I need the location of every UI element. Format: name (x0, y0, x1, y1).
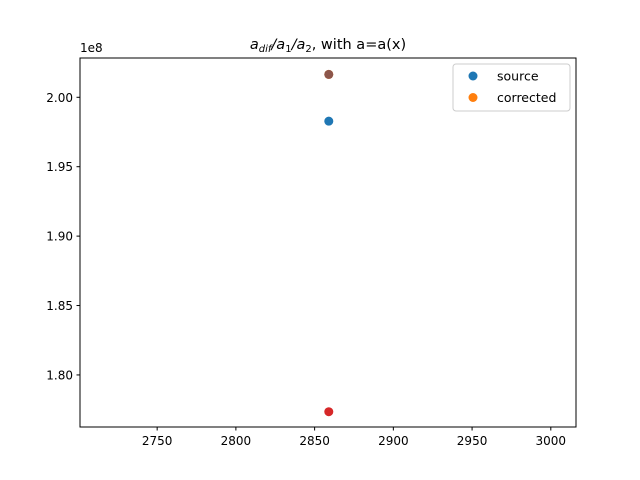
y-axis: 1.80 1.85 1.90 1.95 2.00 (46, 91, 80, 382)
x-tick-label: 2950 (457, 434, 488, 448)
legend-box (452, 63, 571, 112)
x-tick-label: 2900 (378, 434, 409, 448)
legend: source corrected (452, 63, 571, 112)
title-sub-2: 2 (305, 44, 311, 55)
title-sub-1: 1 (285, 44, 291, 55)
title-a2: /a (290, 37, 306, 53)
y-tick-label: 1.90 (46, 230, 73, 244)
title-main: a (250, 37, 259, 53)
y-tick-label: 1.80 (46, 368, 73, 382)
x-tick-label: 2800 (221, 434, 252, 448)
legend-label-corrected: corrected (497, 90, 556, 105)
data-point (324, 69, 334, 79)
x-tick-label: 3000 (536, 434, 567, 448)
y-tick-label: 1.85 (46, 299, 73, 313)
svg-text:adif/a1/a2, with a=a(x): adif/a1/a2, with a=a(x) (250, 37, 406, 55)
x-tick-label: 2750 (142, 434, 173, 448)
title-suffix: , with a=a(x) (312, 37, 406, 53)
y-tick-label: 2.00 (46, 91, 73, 105)
x-tick-label: 2850 (299, 434, 330, 448)
legend-label-source: source (497, 69, 539, 84)
y-tick-label: 1.95 (46, 160, 73, 174)
legend-marker-corrected (468, 93, 478, 102)
data-point (324, 407, 334, 417)
chart-title: adif/a1/a2, with a=a(x) (250, 37, 406, 55)
plot-area (79, 57, 577, 428)
y-offset-label: 1e8 (80, 41, 103, 55)
data-point-source (324, 116, 334, 126)
data-points (324, 69, 334, 417)
x-axis: 2750 2800 2850 2900 2950 3000 (142, 427, 566, 448)
title-sub-dif: dif (259, 44, 273, 55)
title-a1: /a (269, 37, 285, 53)
legend-marker-source (468, 71, 478, 81)
